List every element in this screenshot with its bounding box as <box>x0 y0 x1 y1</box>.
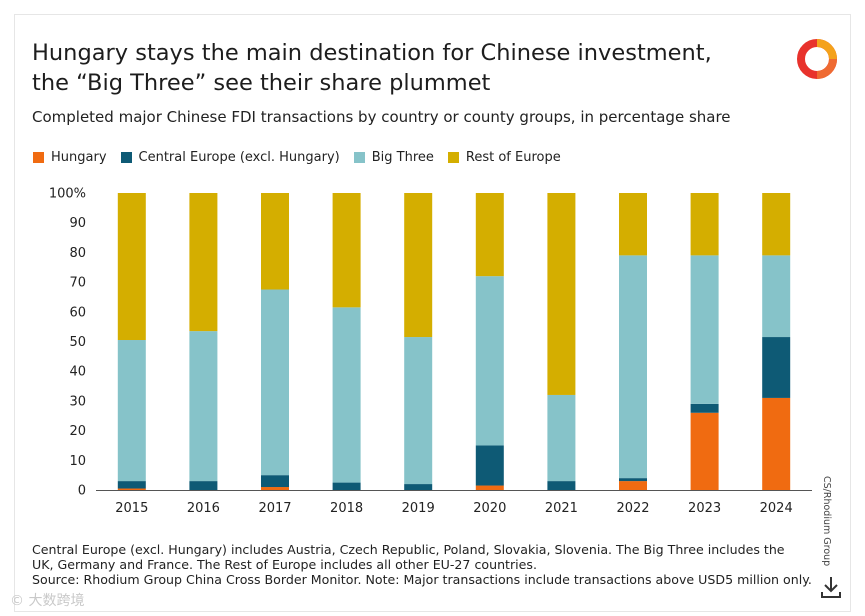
y-tick-label: 30 <box>69 394 86 409</box>
bar-segment <box>762 193 791 256</box>
y-tick-label: 100% <box>49 187 86 202</box>
bar-segment <box>690 255 719 404</box>
bar-segment <box>332 307 361 483</box>
bar-segment <box>117 488 146 490</box>
x-tick-label: 2024 <box>760 501 793 516</box>
bar-segment <box>690 412 719 490</box>
chart-notes: Central Europe (excl. Hungary) includes … <box>32 542 812 587</box>
source-line: Source: Rhodium Group China Cross Border… <box>32 572 812 587</box>
legend-item-big-three: Big Three <box>353 150 434 165</box>
legend-swatch <box>33 152 44 163</box>
x-tick-label: 2016 <box>187 501 220 516</box>
x-tick-label: 2022 <box>616 501 649 516</box>
watermark: © 大数跨境 <box>10 593 85 609</box>
bar-segment <box>475 445 504 486</box>
y-tick-label: 40 <box>69 365 86 380</box>
legend-swatch <box>447 152 459 163</box>
legend-item-rest-of-europe: Rest of Europe <box>447 150 561 165</box>
chart-title: Hungary stays the main destination for C… <box>32 40 712 96</box>
bar-segment <box>189 331 218 482</box>
bar-segment <box>690 193 719 256</box>
bar-segment <box>404 337 433 485</box>
y-tick-label: 20 <box>69 424 86 439</box>
bar-segment <box>762 397 791 490</box>
note-line: Central Europe (excl. Hungary) includes … <box>32 542 785 557</box>
bar-segment <box>619 481 647 490</box>
x-tick-label: 2019 <box>402 501 435 516</box>
bar-segment <box>332 193 361 308</box>
bar-segment <box>547 394 576 482</box>
y-tick-label: 60 <box>69 305 86 320</box>
bar-segment <box>619 193 647 256</box>
legend-label: Central Europe (excl. Hungary) <box>138 150 340 165</box>
bar-segment <box>261 475 289 488</box>
bar-segment <box>117 481 146 489</box>
bar-segment <box>475 276 504 446</box>
y-tick-label: 80 <box>69 246 86 261</box>
bar-segment <box>475 485 504 490</box>
bar-segment <box>117 193 146 341</box>
legend-label: Hungary <box>51 150 107 165</box>
legend-swatch <box>120 152 132 163</box>
legend-item-hungary: Hungary <box>33 150 107 165</box>
x-tick-label: 2023 <box>688 501 721 516</box>
x-tick-label: 2018 <box>330 501 363 516</box>
y-tick-label: 50 <box>69 335 86 350</box>
bar-segment <box>117 340 146 482</box>
x-tick-label: 2015 <box>115 501 148 516</box>
bar-segment <box>261 193 289 290</box>
bar-segment <box>332 482 361 490</box>
chart-subtitle: Completed major Chinese FDI transactions… <box>32 108 731 126</box>
bar-segment <box>404 484 433 490</box>
bar-segment <box>189 193 218 332</box>
rhodium-logo-icon <box>797 39 837 79</box>
credit-label: CS/Rhodium Group <box>821 476 832 567</box>
download-icon[interactable] <box>818 574 844 600</box>
bar-segment <box>762 255 791 338</box>
chart-legend: Hungary Central Europe (excl. Hungary) B… <box>33 150 575 165</box>
y-tick-label: 10 <box>69 454 86 469</box>
bar-segment <box>547 193 576 395</box>
bar-segment <box>547 481 576 490</box>
legend-item-central-europe: Central Europe (excl. Hungary) <box>120 150 340 165</box>
bar-segment <box>404 193 433 338</box>
legend-label: Rest of Europe <box>465 150 561 165</box>
bar-segment <box>475 193 504 277</box>
bar-segment <box>189 481 218 490</box>
note-line: UK, Germany and France. The Rest of Euro… <box>32 557 537 572</box>
bar-segment <box>619 478 647 482</box>
legend-swatch <box>353 152 365 163</box>
y-tick-label: 0 <box>78 484 86 499</box>
bar-segment <box>261 289 289 476</box>
bar-segment <box>261 487 289 490</box>
y-tick-label: 70 <box>69 276 86 291</box>
bar-segment <box>690 403 719 413</box>
x-tick-label: 2021 <box>545 501 578 516</box>
bar-segment <box>762 337 791 398</box>
x-tick-label: 2020 <box>473 501 506 516</box>
bar-segment <box>619 255 647 479</box>
x-tick-label: 2017 <box>258 501 291 516</box>
y-tick-label: 90 <box>69 216 86 231</box>
legend-label: Big Three <box>371 150 434 165</box>
